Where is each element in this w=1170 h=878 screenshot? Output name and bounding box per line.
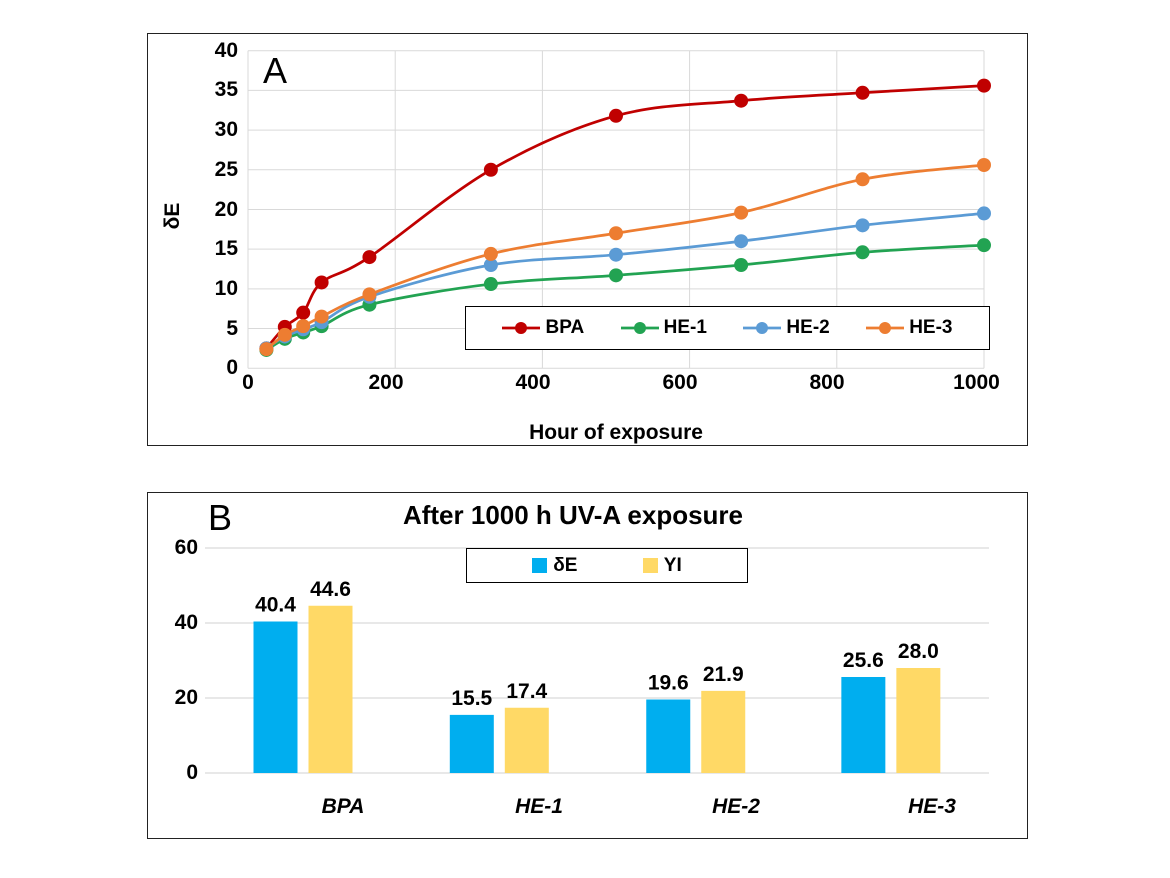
svg-text:40.4: 40.4 bbox=[255, 594, 296, 617]
svg-text:17.4: 17.4 bbox=[506, 680, 547, 703]
svg-text:19.6: 19.6 bbox=[648, 672, 689, 695]
svg-text:21.9: 21.9 bbox=[703, 663, 744, 686]
svg-text:15.5: 15.5 bbox=[451, 687, 492, 710]
svg-text:44.6: 44.6 bbox=[310, 578, 351, 601]
svg-text:28.0: 28.0 bbox=[898, 640, 939, 663]
svg-text:25.6: 25.6 bbox=[843, 649, 884, 672]
